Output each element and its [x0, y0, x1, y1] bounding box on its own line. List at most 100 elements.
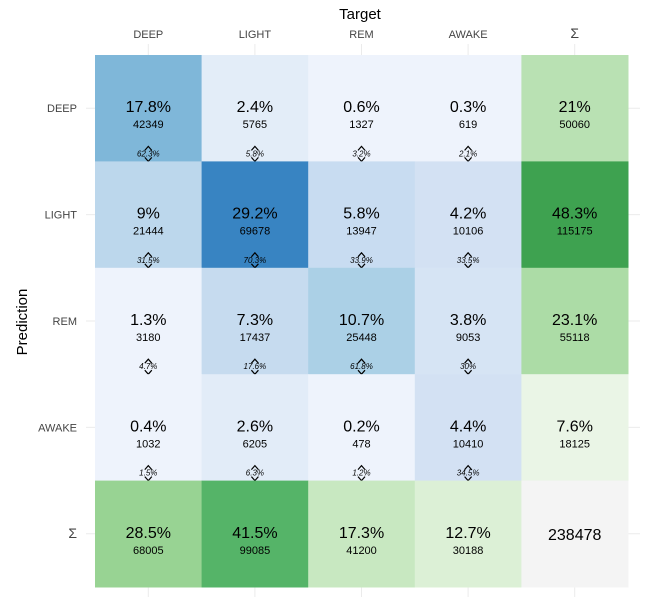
cell-count: 619	[459, 119, 477, 131]
cell-count: 5765	[243, 119, 267, 131]
cell-background	[521, 55, 629, 162]
matrix-cell: 1.3% 3180 4.7%	[95, 267, 203, 376]
matrix-cell: 5.8% 13947 33.9%	[308, 161, 416, 269]
cell-percent: 10.7%	[339, 312, 384, 329]
cell-percent: 5.8%	[343, 206, 379, 223]
matrix-cell: 0.3% 619 2.1%	[414, 55, 522, 163]
cell-background	[308, 55, 416, 162]
cell-percent: 29.2%	[232, 206, 277, 223]
cell-column-percent: 3.2%	[352, 149, 370, 158]
matrix-cell: 0.4% 1032 1.5%	[95, 374, 203, 482]
cell-background	[95, 374, 203, 482]
up-arrow-icon	[357, 358, 366, 364]
matrix-cell: 7.6% 18125	[521, 374, 629, 482]
matrix-cell: 21% 50060	[521, 55, 629, 162]
cell-percent: 21%	[559, 99, 591, 116]
cell-column-percent: 6.3%	[246, 469, 264, 478]
column-label: Σ	[570, 25, 579, 41]
up-arrow-icon	[144, 145, 153, 151]
up-arrow-icon	[250, 251, 259, 258]
cell-percent: 238478	[548, 527, 601, 544]
up-arrow-icon	[357, 251, 366, 258]
cell-background	[521, 374, 629, 482]
cell-column-percent: 17.6%	[244, 362, 267, 371]
up-arrow-icon	[464, 464, 473, 470]
matrix-cell: 3.8% 9053 30%	[414, 267, 522, 376]
cell-column-percent: 33.5%	[457, 256, 480, 265]
matrix-cell: 48.3% 115175	[521, 161, 629, 269]
cell-percent: 7.6%	[556, 418, 592, 435]
row-label: LIGHT	[45, 210, 78, 222]
cell-background	[201, 374, 309, 482]
heatmap-cells: 17.8%4234962.3%2.4%57655.8%0.6%13273.2%0…	[95, 55, 629, 588]
cell-count: 1327	[349, 119, 373, 131]
cell-background	[308, 161, 416, 269]
cell-percent: 2.6%	[237, 418, 273, 435]
matrix-cell: 9% 21444 31.5%	[95, 161, 203, 269]
cell-count: 55118	[560, 332, 590, 344]
matrix-cell: 41.5% 99085	[201, 480, 309, 588]
cell-percent: 2.4%	[237, 99, 273, 116]
cell-background	[521, 480, 629, 588]
cell-background	[521, 267, 629, 375]
cell-background	[201, 480, 309, 588]
matrix-cell: 12.7% 30188	[414, 480, 522, 588]
matrix-cell: 17.8% 42349 62.3%	[95, 55, 203, 163]
up-arrow-icon	[250, 145, 259, 151]
cell-count: 21444	[133, 226, 164, 238]
cell-count: 18125	[559, 438, 590, 450]
cell-background	[95, 55, 203, 162]
cell-percent: 48.3%	[552, 206, 597, 223]
cell-count: 30188	[453, 545, 484, 557]
up-arrow-icon	[144, 464, 153, 470]
cell-background	[308, 374, 416, 482]
up-arrow-icon	[357, 464, 366, 470]
cell-percent: 0.6%	[343, 99, 379, 116]
matrix-cell: 238478	[521, 480, 629, 588]
cell-count: 10106	[453, 226, 484, 238]
cell-background	[95, 480, 203, 588]
cell-percent: 17.8%	[126, 99, 171, 116]
column-label: REM	[349, 29, 373, 41]
matrix-cell: 23.1% 55118	[521, 267, 629, 375]
cell-column-percent: 30%	[460, 362, 476, 371]
cell-background	[414, 480, 522, 588]
cell-column-percent: 5.8%	[246, 149, 264, 158]
cell-count: 69678	[240, 226, 271, 238]
matrix-cell: 2.6% 6205 6.3%	[201, 374, 309, 482]
cell-column-percent: 33.9%	[350, 256, 373, 265]
cell-percent: 12.7%	[445, 525, 490, 542]
y-axis-title: Prediction	[14, 289, 31, 356]
cell-background	[414, 374, 522, 482]
up-arrow-icon	[464, 358, 473, 364]
cell-background	[521, 161, 629, 269]
cell-count: 13947	[346, 226, 377, 238]
up-arrow-icon	[464, 145, 473, 151]
cell-count: 9053	[456, 332, 480, 344]
cell-background	[201, 55, 309, 162]
cell-count: 17437	[240, 332, 271, 344]
up-arrow-icon	[250, 464, 259, 470]
matrix-cell: 4.4% 10410 34.5%	[414, 374, 522, 482]
row-label: AWAKE	[38, 422, 77, 434]
matrix-cell: 0.6% 1327 3.2%	[308, 55, 416, 163]
cell-column-percent: 31.5%	[137, 256, 160, 265]
cell-column-percent: 1.2%	[352, 469, 370, 478]
cell-percent: 1.3%	[130, 312, 166, 329]
cell-count: 1032	[136, 438, 160, 450]
column-label: AWAKE	[449, 29, 488, 41]
cell-count: 68005	[133, 545, 164, 557]
cell-count: 41200	[346, 545, 377, 557]
cell-column-percent: 2.1%	[458, 149, 477, 158]
up-arrow-icon	[464, 251, 473, 258]
cell-background	[95, 161, 203, 269]
matrix-cell: 17.3% 41200	[308, 480, 416, 588]
cell-percent: 28.5%	[126, 525, 171, 542]
cell-percent: 4.4%	[450, 418, 486, 435]
cell-count: 42349	[133, 119, 164, 131]
column-label: DEEP	[133, 29, 163, 41]
cell-column-percent: 61.8%	[350, 362, 373, 371]
up-arrow-icon	[357, 145, 366, 151]
cell-count: 6205	[243, 438, 267, 450]
